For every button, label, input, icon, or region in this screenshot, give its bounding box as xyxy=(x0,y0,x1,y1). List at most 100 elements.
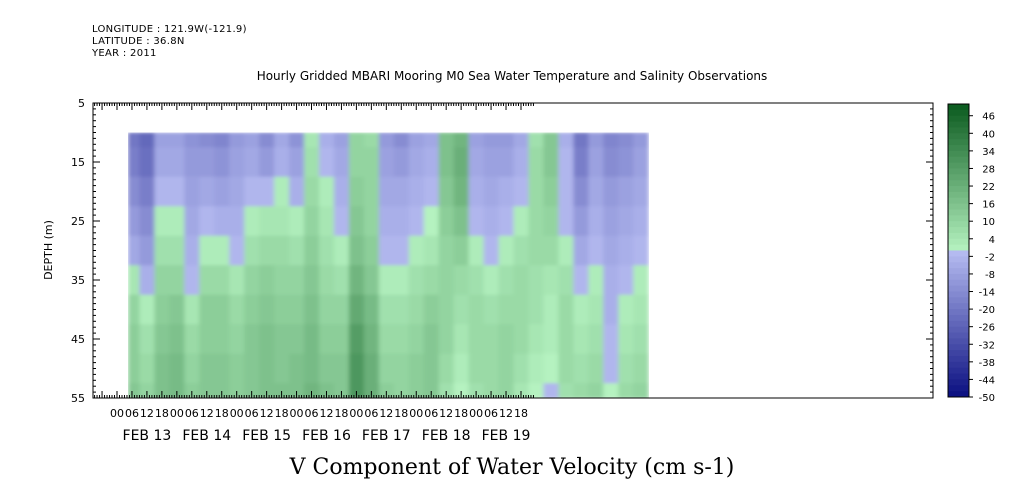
heatmap-cell xyxy=(128,206,141,237)
colorbar-swatch xyxy=(948,320,969,328)
heatmap-cell xyxy=(633,294,649,325)
heatmap-cell xyxy=(633,206,649,237)
heatmap-cell xyxy=(318,235,335,266)
heatmap-cell xyxy=(603,235,619,266)
heatmap-cell xyxy=(318,147,335,178)
heatmap-cell xyxy=(393,353,410,384)
colorbar-swatch xyxy=(948,268,969,275)
heatmap-cell xyxy=(393,265,410,296)
heatmap-cell xyxy=(453,294,470,325)
heatmap-cell xyxy=(139,206,156,237)
heatmap-cell xyxy=(558,132,574,148)
heatmap-cell xyxy=(169,353,185,384)
heatmap-cell xyxy=(423,383,440,398)
colorbar-tick-label: -32 xyxy=(979,340,995,351)
heatmap-cell xyxy=(244,294,260,325)
heatmap-cell xyxy=(423,176,440,207)
colorbar-swatch xyxy=(948,256,969,263)
heatmap-cell xyxy=(214,383,230,398)
heatmap-cell xyxy=(169,265,185,296)
heatmap-cell xyxy=(289,235,305,266)
heatmap-cell xyxy=(483,294,500,325)
heatmap-cell xyxy=(483,235,500,266)
heatmap-cell xyxy=(333,147,350,178)
heatmap-cell xyxy=(229,265,245,296)
heatmap-cell xyxy=(543,265,559,296)
heatmap-cell xyxy=(154,294,170,325)
heatmap-cell xyxy=(558,147,574,178)
heatmap-cell xyxy=(543,353,559,384)
y-axis: 5 15 25 35 45 55 xyxy=(71,97,933,405)
x-hour-label: 12 xyxy=(200,407,214,420)
heatmap-cell xyxy=(633,383,649,398)
heatmap-cell xyxy=(438,132,455,148)
heatmap-cell xyxy=(468,265,485,296)
heatmap-cell xyxy=(408,176,425,207)
year-label: YEAR : 2011 xyxy=(92,48,157,59)
heatmap-cell xyxy=(128,353,141,384)
heatmap-cell xyxy=(199,235,215,266)
heatmap-cell xyxy=(438,353,455,384)
colorbar-swatch xyxy=(948,309,969,316)
heatmap-cell xyxy=(453,176,470,207)
colorbar-swatch xyxy=(948,250,969,257)
heatmap-cell xyxy=(378,324,395,355)
heatmap-cell xyxy=(513,294,530,325)
x-hour-label: 06 xyxy=(245,407,259,420)
heatmap-cell xyxy=(543,294,559,325)
heatmap-cell xyxy=(128,265,141,296)
heatmap-cell xyxy=(244,176,260,207)
colorbar-swatch xyxy=(948,303,969,310)
heatmap-cell xyxy=(318,324,335,355)
heatmap-cell xyxy=(483,324,500,355)
heatmap-cell xyxy=(423,235,440,266)
heatmap-cell xyxy=(333,353,350,384)
heatmap-cell xyxy=(154,235,170,266)
colorbar-swatch xyxy=(948,150,969,158)
heatmap-cell xyxy=(558,294,574,325)
x-day-label: FEB 19 xyxy=(482,428,531,444)
heatmap-cell xyxy=(453,265,470,296)
heatmap-cell xyxy=(633,265,649,296)
heatmap-cell xyxy=(363,147,380,178)
heatmap-cell xyxy=(318,353,335,384)
heatmap-cell xyxy=(468,176,485,207)
heatmap-cell xyxy=(528,132,545,148)
colorbar-swatch xyxy=(948,385,969,392)
colorbar-tick-label: 22 xyxy=(982,182,995,193)
heatmap-cell xyxy=(453,206,470,237)
heatmap-cell xyxy=(468,132,485,148)
x-hour-label: 06 xyxy=(305,407,319,420)
heatmap-cell xyxy=(128,294,141,325)
heatmap-cell xyxy=(244,206,260,237)
heatmap-cell xyxy=(498,353,515,384)
heatmap-cell xyxy=(603,324,619,355)
heatmap-cell xyxy=(318,132,335,148)
heatmap-cell xyxy=(378,353,395,384)
heatmap-cell xyxy=(128,132,141,148)
heatmap-cell xyxy=(603,206,619,237)
heatmap-cell xyxy=(348,265,365,296)
heatmap-cell xyxy=(333,265,350,296)
colorbar-swatch xyxy=(948,355,969,363)
heatmap-cell xyxy=(573,235,589,266)
heatmap-cell xyxy=(229,383,245,398)
colorbar-swatch xyxy=(948,379,969,386)
heatmap-cell xyxy=(513,265,530,296)
x-hour-label: 00 xyxy=(409,407,423,420)
heatmap-cell xyxy=(199,383,215,398)
x-day-label: FEB 14 xyxy=(182,428,231,444)
x-hour-label: 06 xyxy=(484,407,498,420)
heatmap-cell xyxy=(378,383,395,398)
heatmap-cell xyxy=(468,147,485,178)
heatmap-cell xyxy=(558,176,574,207)
heatmap-cell xyxy=(378,176,395,207)
heatmap-cell xyxy=(438,383,455,398)
heatmap-cell xyxy=(498,176,515,207)
heatmap-cell xyxy=(304,235,320,266)
heatmap-cell xyxy=(229,324,245,355)
colorbar-tick-label: -44 xyxy=(979,375,995,386)
heatmap-cell xyxy=(498,206,515,237)
heatmap-cell xyxy=(483,206,500,237)
heatmap-cell xyxy=(363,353,380,384)
